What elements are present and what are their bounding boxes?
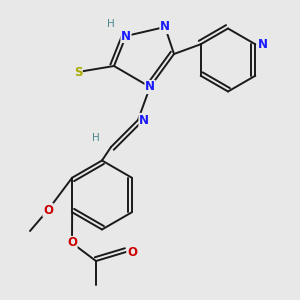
Text: N: N <box>258 38 268 51</box>
Text: O: O <box>127 245 137 259</box>
Text: H: H <box>107 19 115 29</box>
Text: N: N <box>121 29 131 43</box>
Text: N: N <box>139 113 149 127</box>
Text: N: N <box>145 80 155 94</box>
Text: N: N <box>160 20 170 34</box>
Text: O: O <box>43 203 53 217</box>
Text: O: O <box>67 236 77 250</box>
Text: S: S <box>74 65 82 79</box>
Text: H: H <box>92 133 100 143</box>
